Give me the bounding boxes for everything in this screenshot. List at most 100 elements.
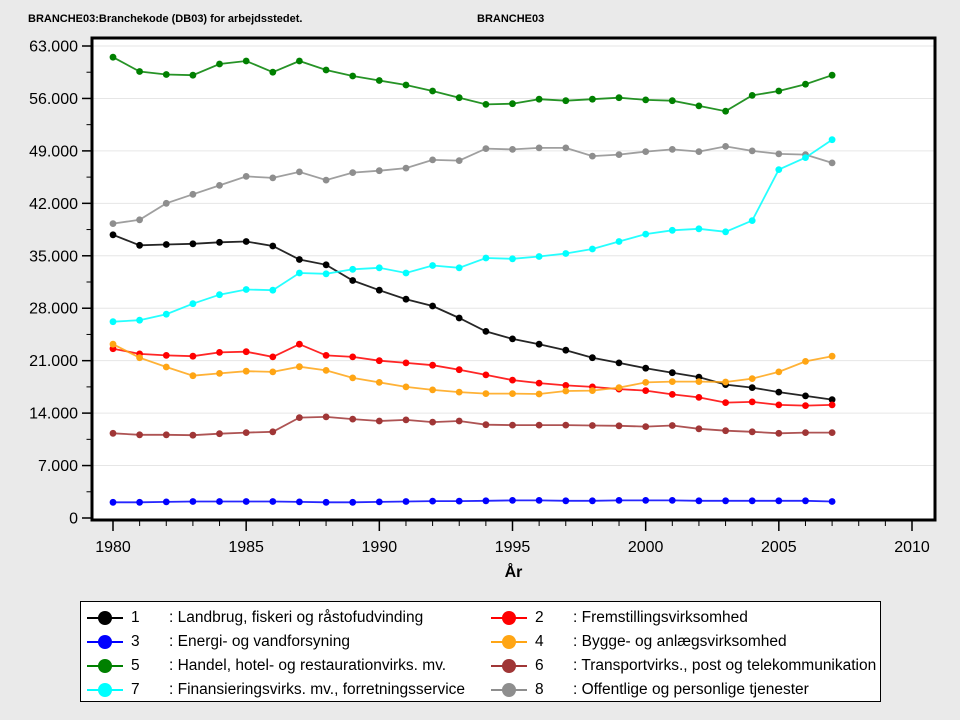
series-point-1 xyxy=(322,261,330,269)
series-point-4 xyxy=(242,367,250,375)
legend-entry-7: 7 : Finansieringsvirks. mv., forretnings… xyxy=(87,678,491,702)
legend-marker-5 xyxy=(87,658,123,674)
series-point-1 xyxy=(429,302,436,310)
series-point-7 xyxy=(509,255,516,263)
x-tick-label: 1985 xyxy=(228,539,264,556)
series-point-1 xyxy=(748,384,756,391)
series-point-8 xyxy=(109,220,117,228)
series-point-7 xyxy=(482,254,490,262)
series-line-8 xyxy=(112,145,833,225)
series-point-4 xyxy=(722,378,729,386)
series-point-8 xyxy=(429,156,436,164)
series-point-3 xyxy=(802,497,809,505)
series-point-5 xyxy=(775,87,783,95)
legend-marker-1 xyxy=(87,610,123,626)
series-point-5 xyxy=(429,87,436,95)
series-point-7 xyxy=(349,265,357,273)
series-point-5 xyxy=(509,100,516,108)
series-point-7 xyxy=(216,291,223,299)
series-point-1 xyxy=(642,364,650,372)
series-point-1 xyxy=(668,369,676,377)
series-point-3 xyxy=(242,498,250,505)
series-dot-icon xyxy=(502,659,516,673)
series-point-5 xyxy=(296,57,303,65)
series-point-6 xyxy=(429,418,436,426)
series-point-7 xyxy=(695,225,703,233)
legend-series-number: 7 xyxy=(131,681,140,698)
series-line-4 xyxy=(112,343,833,395)
series-point-1 xyxy=(216,238,223,246)
series-point-4 xyxy=(136,354,144,362)
series-point-8 xyxy=(189,190,197,198)
series-point-5 xyxy=(642,96,650,104)
legend-series-number: 3 xyxy=(131,633,140,650)
series-point-7 xyxy=(189,300,197,308)
series-point-8 xyxy=(136,216,144,224)
series-point-8 xyxy=(828,159,836,167)
series-point-7 xyxy=(535,253,543,260)
series-line-6 xyxy=(112,415,833,437)
series-point-5 xyxy=(828,71,836,79)
series-line-7 xyxy=(112,138,833,323)
series-point-7 xyxy=(136,316,144,324)
legend-entry-5: 5 : Handel, hotel- og restaurationvirks.… xyxy=(87,654,491,678)
series-line-5 xyxy=(112,56,833,113)
series-point-7 xyxy=(802,154,809,162)
series-point-4 xyxy=(402,383,410,391)
legend-marker-8 xyxy=(491,682,527,698)
series-point-4 xyxy=(455,388,463,396)
series-point-7 xyxy=(402,269,410,277)
y-tick-label: 21.000 xyxy=(29,353,78,370)
legend-series-label: : Transportvirks., post og telekommunika… xyxy=(573,657,877,674)
x-tick-label: 1990 xyxy=(362,539,398,556)
y-tick-label: 56.000 xyxy=(29,91,78,108)
series-point-3 xyxy=(296,498,303,506)
legend-marker-4 xyxy=(491,634,527,650)
series-point-7 xyxy=(269,286,277,294)
legend-series-label: : Finansieringsvirks. mv., forretningsse… xyxy=(169,681,466,698)
y-tick-label: 14.000 xyxy=(29,406,78,423)
legend-series-number: 6 xyxy=(535,657,544,674)
series-point-3 xyxy=(642,497,650,504)
series-point-4 xyxy=(322,367,330,374)
series-point-7 xyxy=(296,269,303,277)
series-point-2 xyxy=(748,398,756,406)
legend-series-label: : Energi- og vandforsyning xyxy=(169,633,350,650)
series-point-6 xyxy=(695,425,703,433)
series-point-3 xyxy=(722,497,729,505)
series-point-6 xyxy=(375,417,383,425)
legend-entry-2: 2 : Fremstillingsvirksomhed xyxy=(491,606,880,630)
legend-series-number: 1 xyxy=(131,609,140,626)
series-dot-icon xyxy=(98,683,112,697)
series-point-5 xyxy=(242,57,250,65)
series-point-8 xyxy=(668,146,676,153)
series-point-1 xyxy=(562,346,570,354)
series-point-2 xyxy=(455,366,463,374)
series-point-7 xyxy=(162,310,170,318)
series-point-6 xyxy=(562,421,570,429)
series-point-5 xyxy=(668,97,676,105)
series-point-2 xyxy=(216,349,223,356)
series-point-1 xyxy=(615,359,623,367)
series-point-5 xyxy=(269,68,277,76)
series-point-3 xyxy=(535,497,543,504)
series-point-4 xyxy=(269,368,277,376)
legend-series-label: : Fremstillingsvirksomhed xyxy=(573,609,748,626)
series-point-7 xyxy=(828,136,836,144)
series-point-2 xyxy=(189,352,197,360)
series-point-1 xyxy=(535,340,543,348)
series-point-3 xyxy=(589,497,596,505)
series-point-8 xyxy=(349,169,357,177)
series-point-4 xyxy=(615,384,623,391)
series-point-6 xyxy=(509,421,516,429)
series-point-8 xyxy=(589,152,596,160)
series-point-1 xyxy=(402,295,410,303)
series-point-5 xyxy=(482,101,490,108)
series-point-6 xyxy=(802,429,809,436)
series-point-2 xyxy=(349,353,357,361)
legend-series-label: : Offentlige og personlige tjenester xyxy=(573,681,809,698)
plot-frame xyxy=(90,36,937,522)
series-point-1 xyxy=(189,240,197,248)
series-point-4 xyxy=(668,378,676,385)
series-point-4 xyxy=(802,358,809,365)
